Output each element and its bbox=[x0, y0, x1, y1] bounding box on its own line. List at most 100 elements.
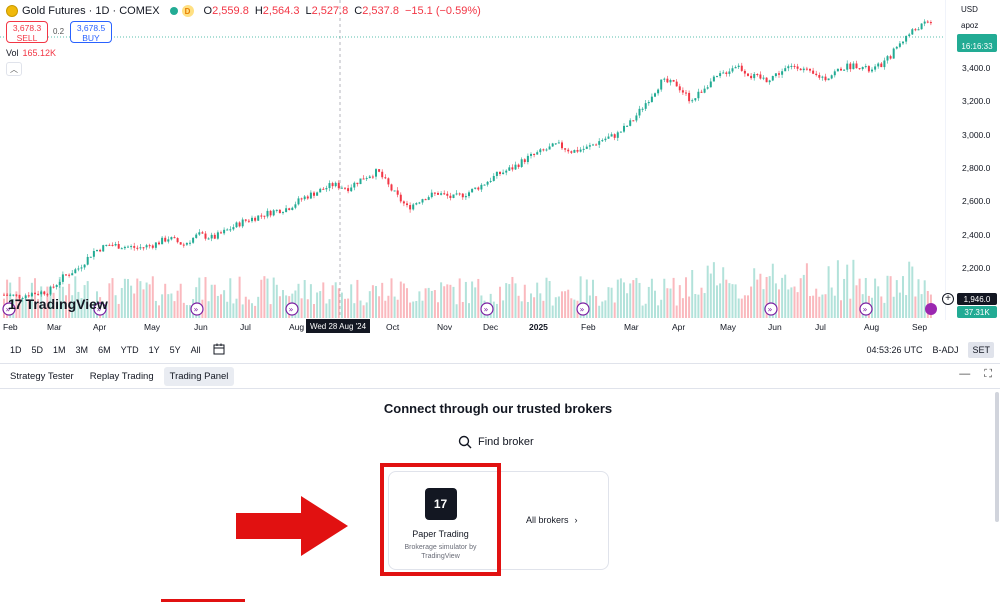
volume-bar bbox=[164, 283, 167, 318]
candle-body bbox=[638, 108, 641, 116]
candle-body bbox=[641, 108, 644, 110]
volume-bar bbox=[74, 276, 77, 318]
tab-replay-trading[interactable]: Replay Trading bbox=[89, 370, 154, 382]
paper-trading-button[interactable]: 17 Paper Trading Brokerage simulator by … bbox=[380, 463, 501, 576]
range-1d[interactable]: 1D bbox=[10, 345, 22, 355]
maximize-icon[interactable]: ⛶ bbox=[984, 368, 992, 380]
volume-bar bbox=[920, 294, 923, 318]
volume-bar bbox=[623, 282, 625, 318]
time-label: Sep bbox=[912, 322, 928, 332]
tradingview-logo: 17 TradingView bbox=[8, 296, 108, 312]
candle-body bbox=[681, 90, 684, 93]
badj-toggle[interactable]: B-ADJ bbox=[932, 345, 959, 355]
volume-bar bbox=[548, 281, 551, 318]
volume-bar bbox=[759, 273, 762, 318]
market-open-icon bbox=[169, 7, 178, 15]
candle-body bbox=[185, 242, 188, 245]
candle-body bbox=[282, 212, 284, 214]
candle-body bbox=[254, 217, 257, 221]
candle-body bbox=[192, 237, 195, 243]
volume-bar bbox=[588, 295, 591, 318]
volume-bar bbox=[238, 276, 241, 318]
calendar-icon[interactable] bbox=[213, 343, 225, 357]
range-5y[interactable]: 5Y bbox=[169, 345, 181, 355]
volume-bar bbox=[328, 299, 331, 318]
chevron-up-icon[interactable]: ︿ bbox=[6, 62, 22, 76]
candle-body bbox=[920, 23, 923, 30]
volume-bar bbox=[337, 288, 340, 318]
volume-bar bbox=[30, 282, 33, 318]
range-ytd[interactable]: YTD bbox=[120, 345, 139, 355]
candle-body bbox=[449, 195, 452, 198]
range-1y[interactable]: 1Y bbox=[148, 345, 160, 355]
range-3m[interactable]: 3M bbox=[75, 345, 89, 355]
sell-button[interactable]: 3,678.3 SELL bbox=[6, 21, 48, 43]
candle-body bbox=[368, 176, 371, 179]
range-5d[interactable]: 5D bbox=[31, 345, 44, 355]
candle-body bbox=[725, 72, 728, 74]
candle-body bbox=[864, 66, 867, 68]
volume-bar bbox=[892, 296, 895, 318]
all-brokers-link[interactable]: All brokers › bbox=[526, 515, 578, 525]
candle-body bbox=[598, 141, 601, 145]
candle-body bbox=[331, 183, 334, 187]
buy-button[interactable]: 3,678.5 BUY bbox=[70, 21, 112, 43]
candle-body bbox=[548, 146, 551, 150]
candle-body bbox=[27, 295, 30, 297]
price-chart[interactable]: » » » » » » » » bbox=[0, 0, 945, 318]
candle-body bbox=[461, 193, 464, 198]
volume-bar bbox=[52, 292, 55, 318]
candle-body bbox=[378, 169, 381, 172]
candle-body bbox=[319, 188, 322, 193]
candle-body bbox=[536, 152, 539, 155]
event-marker-glyph: » bbox=[194, 305, 199, 314]
minimize-icon[interactable]: — bbox=[959, 368, 971, 380]
candle-body bbox=[393, 190, 396, 192]
find-broker-search[interactable]: Find broker bbox=[458, 435, 534, 449]
tab-trading-panel[interactable]: Trading Panel bbox=[163, 366, 235, 386]
currency-label[interactable]: USD bbox=[961, 5, 978, 14]
candle-body bbox=[474, 187, 477, 189]
red-underline-annotation bbox=[161, 599, 245, 602]
volume-bar bbox=[660, 299, 663, 318]
volume-bar bbox=[666, 288, 669, 318]
volume-bar bbox=[446, 284, 449, 318]
panel-scrollbar[interactable] bbox=[995, 392, 999, 522]
utc-time[interactable]: 04:53:26 UTC bbox=[866, 345, 923, 355]
volume-bar bbox=[694, 293, 697, 318]
candle-body bbox=[632, 120, 635, 122]
time-axis[interactable]: Feb Mar Apr May Jun Jul Aug Oct Nov Dec 2025 Feb Mar… bbox=[0, 318, 945, 336]
volume-bar bbox=[399, 281, 402, 318]
set-toggle[interactable]: SET bbox=[968, 342, 994, 358]
volume-bar bbox=[536, 282, 539, 318]
candle-body bbox=[350, 187, 353, 192]
candle-body bbox=[911, 29, 914, 35]
volume-bar bbox=[697, 294, 700, 318]
volume-bar bbox=[681, 298, 684, 318]
range-6m[interactable]: 6M bbox=[98, 345, 111, 355]
candle-body bbox=[440, 193, 443, 195]
candle-body bbox=[204, 233, 207, 239]
symbol-title[interactable]: Gold Futures · 1D · COMEX bbox=[22, 5, 160, 17]
volume-bar bbox=[350, 284, 353, 318]
volume-bar bbox=[601, 301, 604, 318]
candle-body bbox=[644, 103, 647, 109]
volume-bar bbox=[263, 276, 266, 318]
volume-bar bbox=[790, 287, 793, 318]
volume-bar bbox=[616, 279, 619, 318]
candle-body bbox=[892, 48, 895, 59]
volume-bar bbox=[793, 286, 796, 318]
candle-body bbox=[173, 237, 176, 239]
volume-bar bbox=[151, 276, 154, 318]
tab-strategy-tester[interactable]: Strategy Tester bbox=[10, 370, 74, 382]
candle-body bbox=[142, 247, 145, 249]
volume-bar bbox=[251, 303, 253, 318]
add-alert-icon[interactable]: + bbox=[942, 293, 954, 305]
range-1m[interactable]: 1M bbox=[53, 345, 66, 355]
range-all[interactable]: All bbox=[190, 345, 201, 355]
volume-bar bbox=[297, 283, 300, 318]
volume-bar bbox=[474, 287, 477, 318]
volume-bar bbox=[127, 279, 129, 318]
volume-bar bbox=[154, 300, 157, 318]
candle-body bbox=[356, 182, 359, 185]
